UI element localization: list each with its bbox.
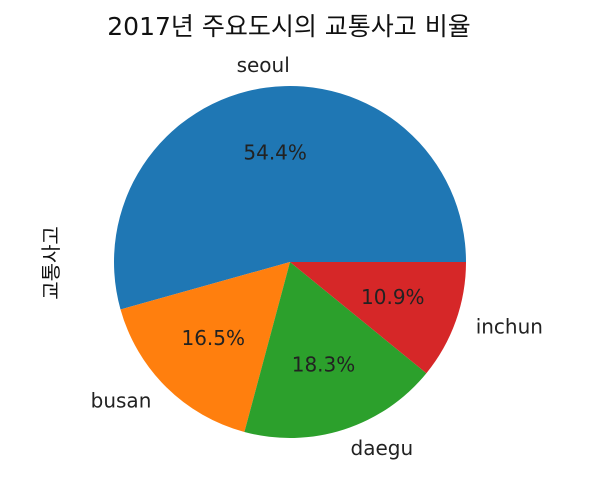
chart-title: 2017년 주요도시의 교통사고 비율 — [107, 12, 470, 41]
category-label-busan: busan — [91, 389, 152, 413]
percent-label-daegu: 18.3% — [292, 352, 356, 376]
percent-label-busan: 16.5% — [181, 326, 245, 350]
percent-label-inchun: 10.9% — [361, 285, 425, 309]
category-label-seoul: seoul — [237, 53, 290, 77]
pie-slices — [113, 85, 466, 439]
percent-label-seoul: 54.4% — [243, 140, 307, 164]
y-axis-label: 교통사고 — [39, 226, 63, 300]
category-label-daegu: daegu — [351, 436, 414, 460]
pie-labels: seoul 54.4% busan 16.5% daegu 18.3% inchun 10.9… — [91, 53, 543, 460]
pie-slice-seoul — [113, 85, 466, 310]
pie-slice-busan — [120, 262, 291, 432]
category-label-inchun: inchun — [476, 315, 543, 339]
pie-slice-daegu — [244, 262, 427, 439]
pie-slice-inchun — [290, 262, 466, 374]
